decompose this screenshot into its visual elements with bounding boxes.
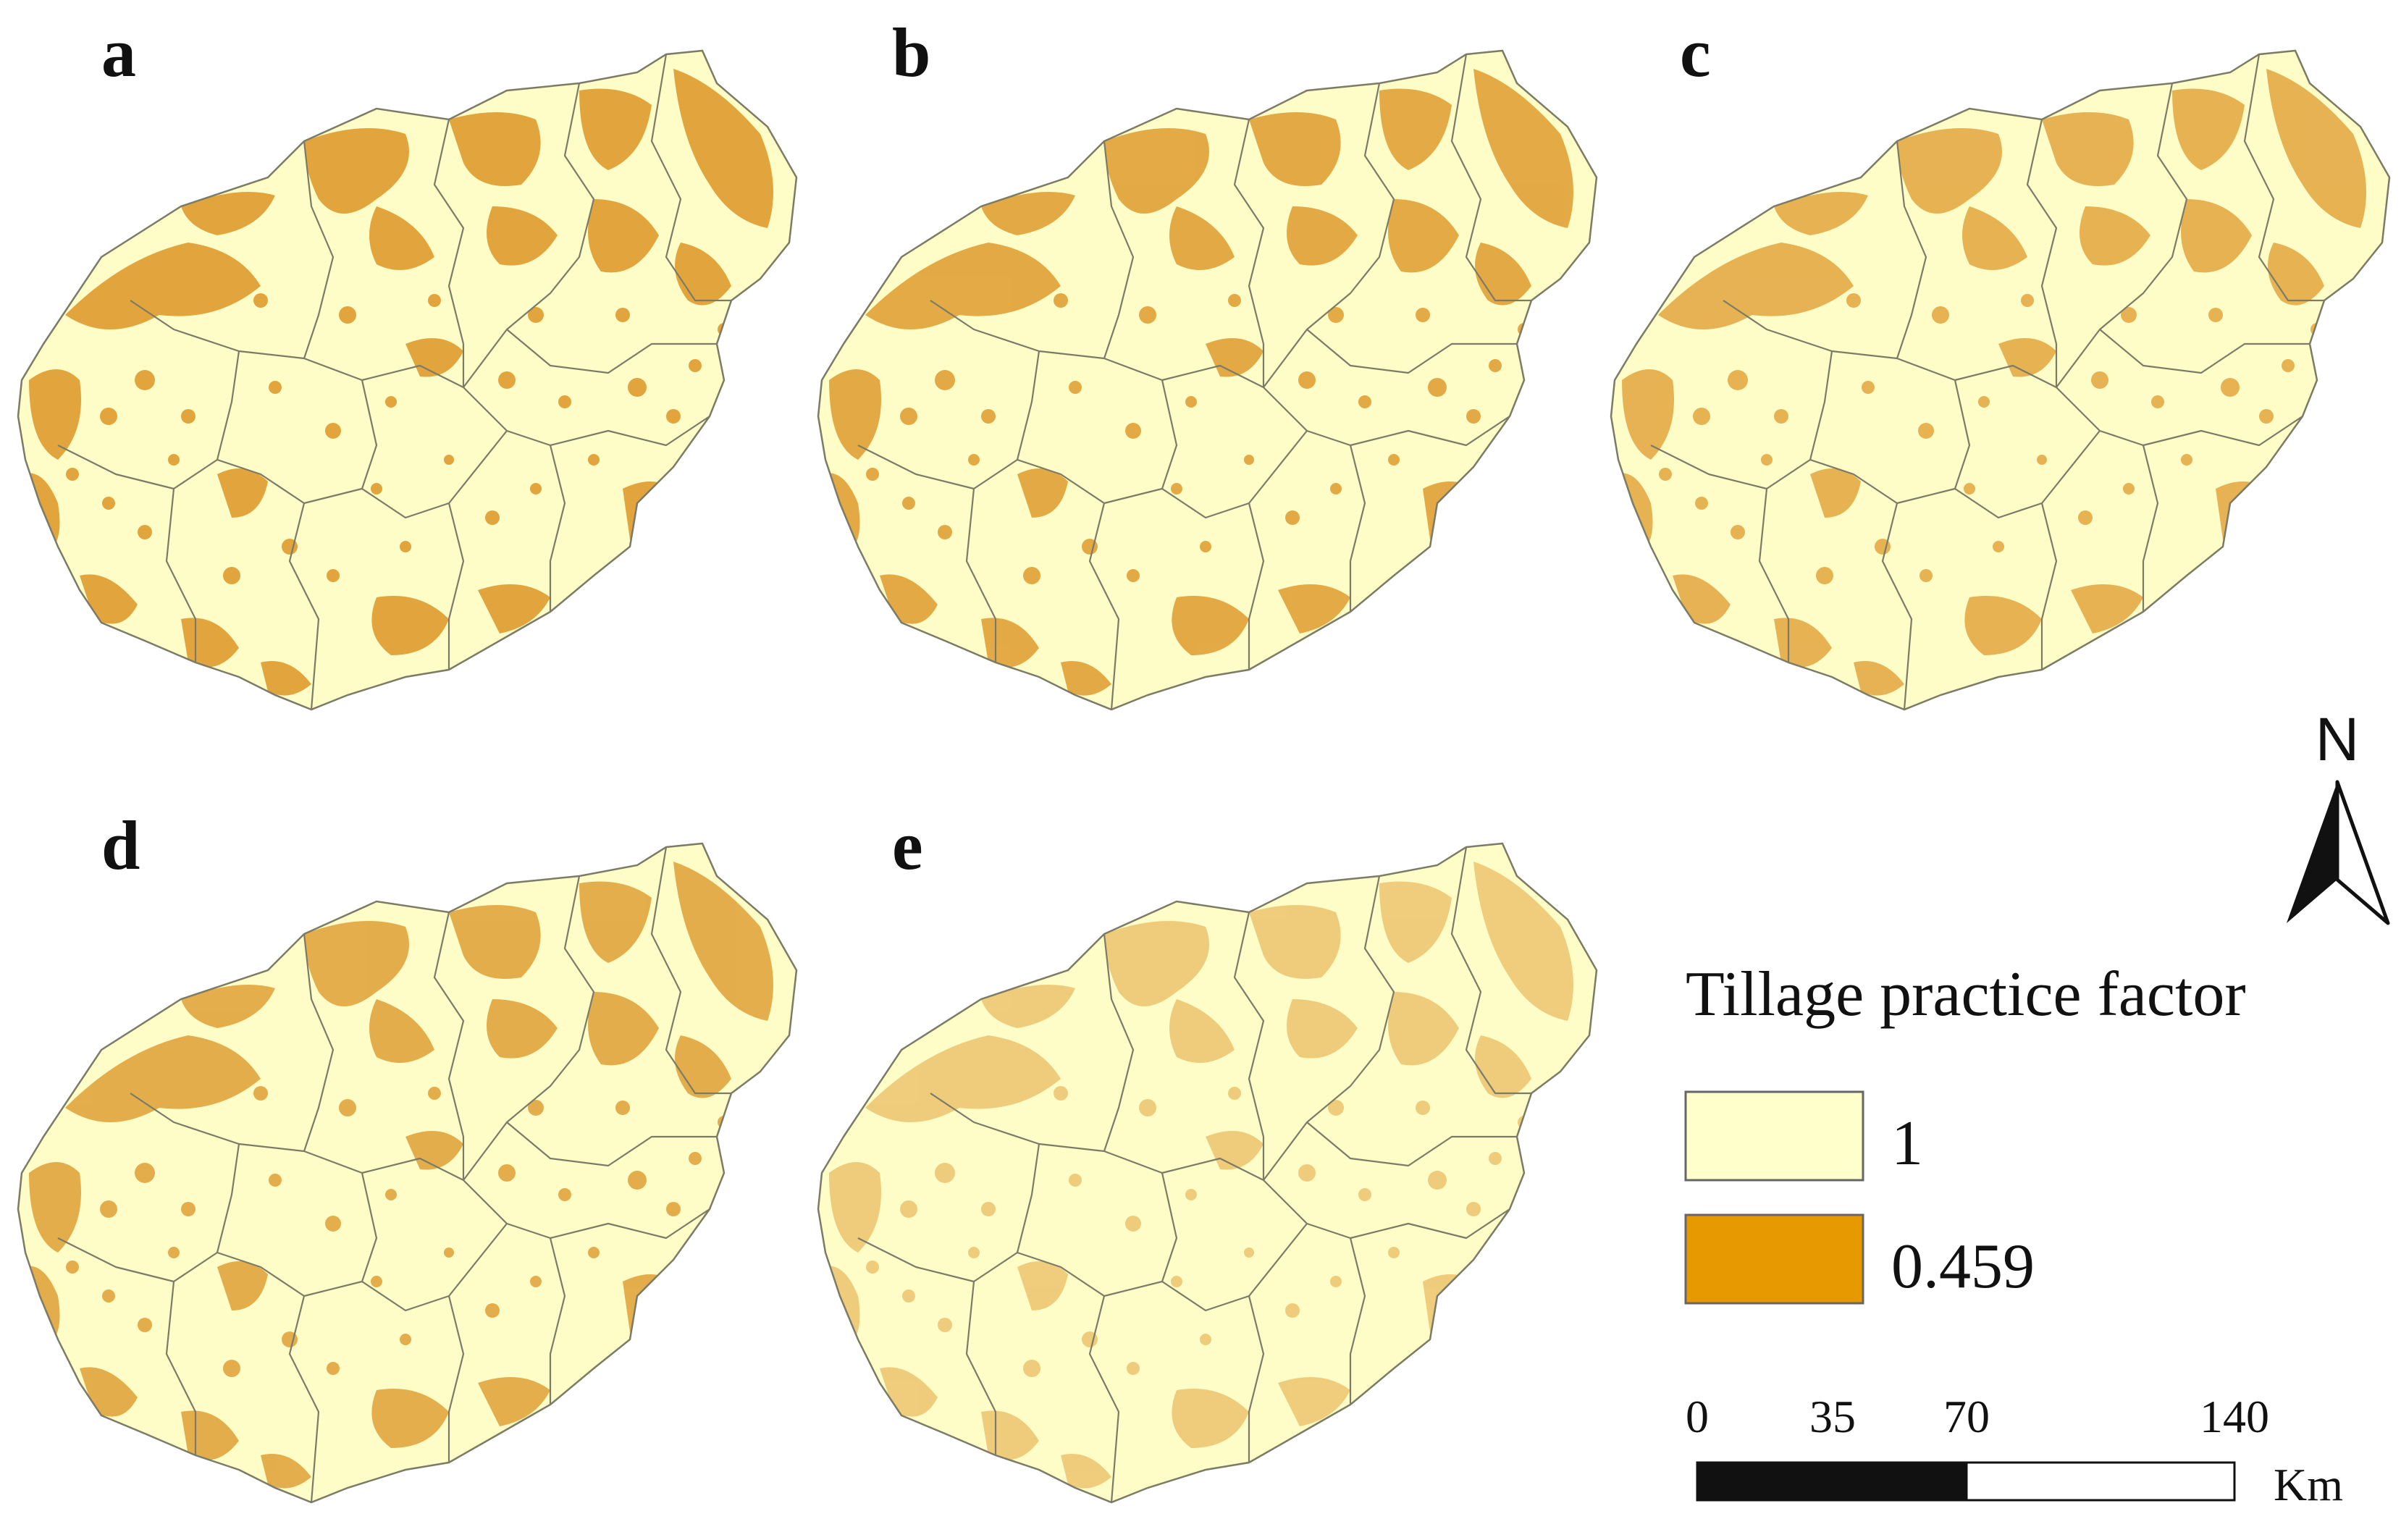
scale-tick-140: 140 — [2200, 1391, 2269, 1442]
scale-tick-0: 0 — [1686, 1391, 1709, 1442]
panel-label-a: a — [101, 14, 136, 91]
panel-label-e: e — [892, 807, 923, 884]
panel-label-b: b — [892, 14, 930, 91]
map-panel-e: e — [817, 807, 1598, 1504]
panel-label-c: c — [1680, 14, 1711, 91]
panel-label-d: d — [101, 807, 140, 884]
legend-label-2: 0.459 — [1891, 1232, 2035, 1302]
scale-unit: Km — [2274, 1459, 2343, 1510]
map-panel-d: d — [17, 807, 798, 1504]
north-arrow-left-half — [2287, 782, 2337, 923]
legend-title: Tillage practice factor — [1686, 959, 2246, 1030]
map-panel-c: c — [1610, 14, 2391, 711]
map-panel-b: b — [817, 14, 1598, 711]
scale-bar-black-segment — [1697, 1463, 1967, 1500]
scale-bar-white-segment — [1965, 1461, 2236, 1502]
map-panels: a b c d e — [17, 14, 2391, 1504]
scale-bar-outline — [1696, 1461, 2236, 1502]
legend: Tillage practice factor 1 0.459 — [1684, 959, 2246, 1305]
legend-swatch-2 — [1684, 1213, 1864, 1305]
scale-tick-35: 35 — [1809, 1391, 1856, 1442]
legend-swatch-1 — [1684, 1090, 1864, 1182]
scale-bar: 0 35 70 140 Km — [1686, 1391, 2343, 1510]
north-arrow: N — [2287, 705, 2390, 925]
north-arrow-right-half — [2335, 780, 2390, 925]
legend-label-1: 1 — [1891, 1108, 1923, 1179]
map-panel-a: a — [17, 14, 798, 711]
scale-tick-70: 70 — [1943, 1391, 1990, 1442]
north-arrow-letter: N — [2316, 705, 2360, 773]
